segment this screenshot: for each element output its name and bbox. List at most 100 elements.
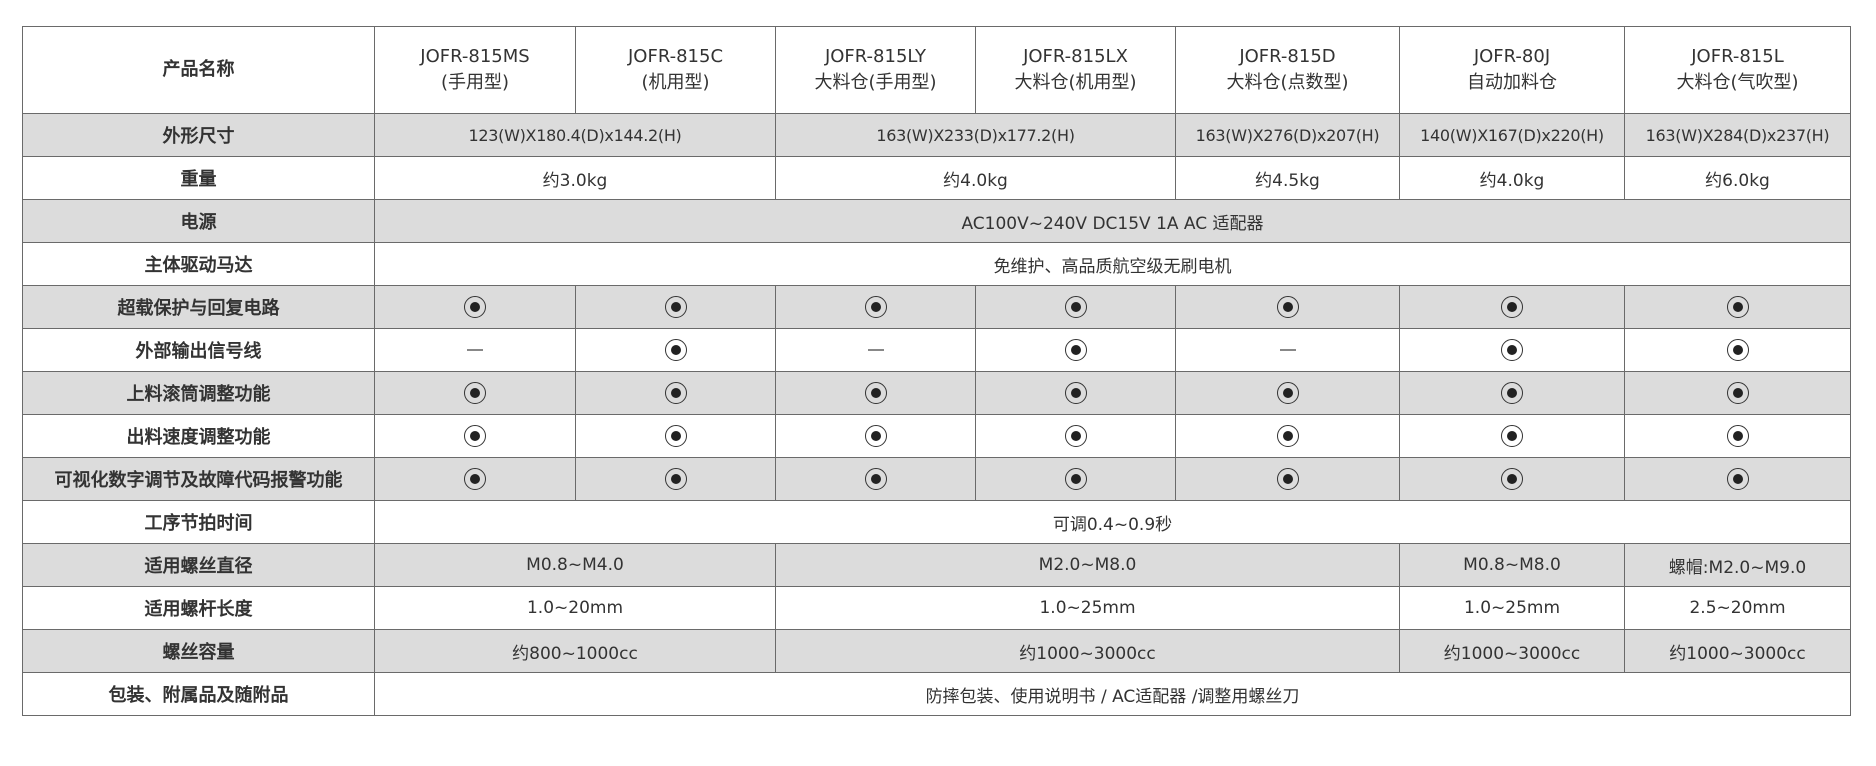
row-label: 螺丝容量 (22, 629, 375, 673)
circled-dot-icon (864, 468, 887, 490)
circled-dot-icon (464, 425, 486, 447)
table-cell (575, 285, 776, 329)
circled-dot-icon (864, 296, 887, 318)
table-cell (1175, 457, 1400, 501)
circled-dot-icon (1501, 339, 1523, 361)
table-cell: 约800~1000cc (374, 629, 776, 673)
model-type: 大料仓(点数型) (1226, 72, 1349, 93)
model-header: JOFR-815LX 大料仓(机用型) (975, 26, 1176, 114)
row-label: 主体驱动马达 (22, 242, 375, 286)
model-header: JOFR-815D 大料仓(点数型) (1175, 26, 1400, 114)
circled-dot-icon (1064, 296, 1087, 318)
table-row: 适用螺杆长度 1.0~20mm 1.0~25mm 1.0~25mm 2.5~20mm (22, 586, 1851, 630)
row-label: 外形尺寸 (22, 113, 375, 157)
circled-dot-icon (1501, 425, 1523, 447)
table-cell: 约3.0kg (374, 156, 776, 200)
circled-dot-icon (1064, 382, 1087, 404)
model-type: 大料仓(气吹型) (1676, 72, 1799, 93)
table-cell: 约4.0kg (1399, 156, 1625, 200)
table-cell: 约4.5kg (1175, 156, 1400, 200)
circled-dot-icon (664, 296, 687, 318)
table-cell (775, 285, 976, 329)
table-cell (975, 457, 1176, 501)
table-cell: 防摔包装、使用说明书 / AC适配器 /调整用螺丝刀 (374, 672, 1851, 716)
table-row: 出料速度调整功能 (22, 414, 1851, 458)
table-row: 可视化数字调节及故障代码报警功能 (22, 457, 1851, 501)
table-cell (975, 414, 1176, 458)
header-label: 产品名称 (22, 26, 375, 114)
row-label: 外部输出信号线 (22, 328, 375, 372)
table-cell (975, 328, 1176, 372)
circled-dot-icon (1064, 339, 1087, 361)
table-cell (1175, 371, 1400, 415)
table-cell (575, 457, 776, 501)
row-label: 可视化数字调节及故障代码报警功能 (22, 457, 375, 501)
row-label: 工序节拍时间 (22, 500, 375, 544)
model-type: (手用型) (440, 72, 510, 93)
table-cell (575, 414, 776, 458)
circled-dot-icon (1276, 382, 1299, 404)
model-name: JOFR-815D (1239, 46, 1336, 67)
table-cell: 约1000~3000cc (1399, 629, 1625, 673)
circled-dot-icon (1501, 382, 1523, 404)
table-cell: 1.0~25mm (775, 586, 1400, 630)
table-row: 主体驱动马达 免维护、高品质航空级无刷电机 (22, 242, 1851, 286)
circled-dot-icon (464, 468, 486, 490)
spec-table: 产品名称 JOFR-815MS (手用型) JOFR-815C (机用型) JOFR-8… (22, 26, 1851, 716)
table-row: 外形尺寸 123(W)X180.4(D)x144.2(H) 163(W)X233(D… (22, 113, 1851, 157)
model-header: JOFR-815C (机用型) (575, 26, 776, 114)
table-cell (374, 457, 576, 501)
circled-dot-icon (1726, 468, 1749, 490)
row-label: 包装、附属品及随附品 (22, 672, 375, 716)
model-header: JOFR-80J 自动加料仓 (1399, 26, 1625, 114)
table-cell (1399, 414, 1625, 458)
table-cell (1175, 285, 1400, 329)
circled-dot-icon (1726, 382, 1749, 404)
row-label: 重量 (22, 156, 375, 200)
table-cell (1399, 328, 1625, 372)
row-label: 电源 (22, 199, 375, 243)
model-name: JOFR-815L (1691, 46, 1784, 67)
circled-dot-icon (1064, 468, 1087, 490)
row-label: 超载保护与回复电路 (22, 285, 375, 329)
table-cell (975, 285, 1176, 329)
table-cell: 140(W)X167(D)x220(H) (1399, 113, 1625, 157)
circled-dot-icon (1276, 425, 1299, 447)
circled-dot-icon (664, 425, 687, 447)
table-cell: 螺帽:M2.0~M9.0 (1624, 543, 1851, 587)
table-cell (775, 414, 976, 458)
model-name: JOFR-815LX (1023, 46, 1128, 67)
circled-dot-icon (1726, 296, 1749, 318)
table-cell (775, 457, 976, 501)
circled-dot-icon (864, 425, 887, 447)
table-row: 螺丝容量 约800~1000cc 约1000~3000cc 约1000~3000cc 约… (22, 629, 1851, 673)
table-cell (1624, 328, 1851, 372)
dash-icon (867, 349, 884, 351)
table-cell (575, 328, 776, 372)
table-cell (1399, 371, 1625, 415)
table-cell: 123(W)X180.4(D)x144.2(H) (374, 113, 776, 157)
table-cell: 2.5~20mm (1624, 586, 1851, 630)
circled-dot-icon (1501, 296, 1523, 318)
row-label: 出料速度调整功能 (22, 414, 375, 458)
table-row: 外部输出信号线 (22, 328, 1851, 372)
table-row: 超载保护与回复电路 (22, 285, 1851, 329)
table-cell (975, 371, 1176, 415)
table-row: 包装、附属品及随附品 防摔包装、使用说明书 / AC适配器 /调整用螺丝刀 (22, 672, 1851, 716)
table-cell: M0.8~M8.0 (1399, 543, 1625, 587)
table-cell: 163(W)X276(D)x207(H) (1175, 113, 1400, 157)
model-header: JOFR-815LY 大料仓(手用型) (775, 26, 976, 114)
table-cell: M0.8~M4.0 (374, 543, 776, 587)
model-name: JOFR-80J (1473, 46, 1551, 67)
table-cell (374, 371, 576, 415)
model-type: (机用型) (641, 72, 710, 93)
table-row: 电源 AC100V~240V DC15V 1A AC 适配器 (22, 199, 1851, 243)
table-cell (1175, 328, 1400, 372)
row-label: 适用螺杆长度 (22, 586, 375, 630)
table-cell (1175, 414, 1400, 458)
table-row: 适用螺丝直径 M0.8~M4.0 M2.0~M8.0 M0.8~M8.0 螺帽:M2.0… (22, 543, 1851, 587)
table-cell: 163(W)X284(D)x237(H) (1624, 113, 1851, 157)
table-cell (1399, 457, 1625, 501)
circled-dot-icon (1064, 425, 1087, 447)
circled-dot-icon (664, 382, 687, 404)
